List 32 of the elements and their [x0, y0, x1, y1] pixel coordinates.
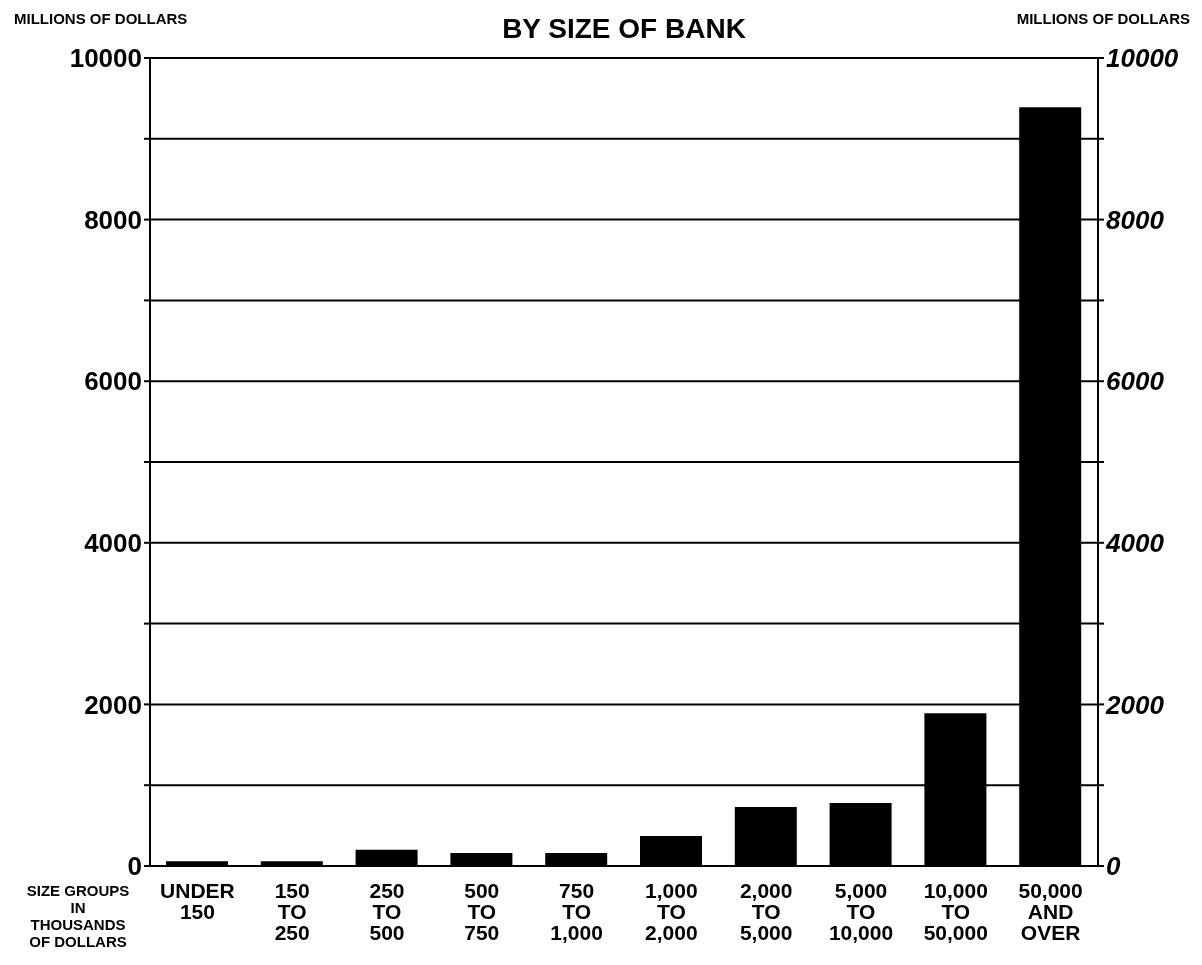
y2-tick-label: 10000 — [1106, 43, 1179, 74]
x-tick-label: 250 TO 500 — [369, 879, 405, 944]
bar — [545, 853, 608, 866]
y2-tick-label: 6000 — [1106, 366, 1165, 397]
bar — [450, 853, 513, 866]
x-tick-label: 10,000 TO 50,000 — [923, 879, 988, 944]
y-tick-label: 0 — [127, 851, 142, 882]
y2-tick-label: 0 — [1106, 851, 1121, 882]
x-tick-label: 50,000 AND OVER — [1018, 879, 1083, 944]
x-tick-label: 500 TO 750 — [464, 879, 500, 944]
bar — [355, 849, 418, 866]
y2-tick-label: 2000 — [1105, 689, 1165, 720]
bar — [640, 836, 702, 866]
bar — [734, 807, 797, 866]
y-tick-label: 10000 — [69, 43, 142, 74]
y2-tick-label: 4000 — [1105, 528, 1165, 559]
y-tick-label: 4000 — [84, 528, 142, 559]
chart-title: BY SIZE OF BANK — [502, 13, 746, 44]
y-axis-title: MILLIONS OF DOLLARS — [14, 10, 188, 27]
x-tick-label: 750 TO 1,000 — [550, 879, 603, 944]
y-tick-label: 8000 — [84, 204, 142, 235]
y2-tick-label: 8000 — [1106, 204, 1165, 235]
y2-axis-title: MILLIONS OF DOLLARS — [1016, 10, 1190, 27]
x-tick-label: UNDER 150 — [160, 879, 235, 923]
y-tick-label: 2000 — [84, 689, 142, 720]
bar — [829, 802, 892, 866]
x-tick-label: 1,000 TO 2,000 — [645, 879, 698, 944]
x-axis-title: SIZE GROUPS IN THOUSANDS OF DOLLARS — [26, 882, 130, 950]
y-tick-label: 6000 — [84, 366, 142, 397]
x-tick-label: 2,000 TO 5,000 — [739, 879, 793, 944]
x-tick-label: 150 TO 250 — [274, 879, 310, 944]
x-tick-label: 5,000 TO 10,000 — [828, 879, 894, 944]
